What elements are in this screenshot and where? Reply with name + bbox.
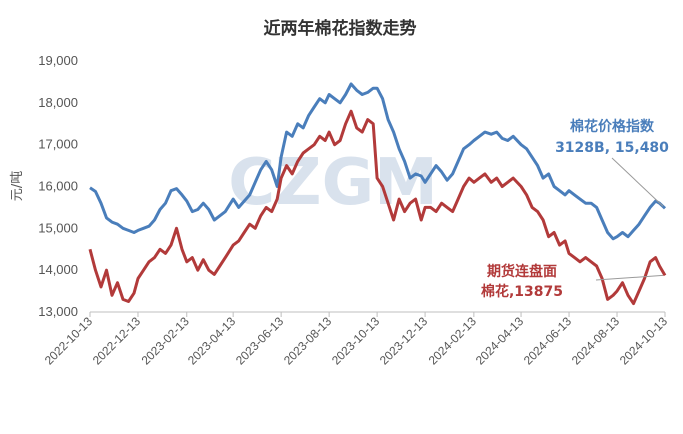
x-tick-label: 2023-10-13 bbox=[329, 314, 383, 368]
x-axis: 2022-10-132022-12-132023-02-132023-04-13… bbox=[42, 312, 671, 368]
y-axis: 13,000 14,000 15,000 16,000 17,000 18,000 19,0… bbox=[38, 53, 78, 319]
x-tick-label: 2024-04-13 bbox=[473, 314, 527, 368]
y-tick-label: 17,000 bbox=[38, 137, 78, 152]
y-tick-label: 19,000 bbox=[38, 53, 78, 68]
series-line-cotton-index bbox=[89, 82, 667, 241]
chart-title: 近两年棉花指数走势 bbox=[264, 18, 417, 39]
annotation-label-index: 3128B, 15,480 bbox=[555, 140, 669, 156]
annotation-label-index: 棉花价格指数 bbox=[570, 118, 655, 135]
x-tick-label: 2023-04-13 bbox=[185, 314, 239, 368]
x-tick-label: 2024-08-13 bbox=[569, 314, 623, 368]
y-tick-label: 15,000 bbox=[38, 220, 78, 235]
x-tick-label: 2023-08-13 bbox=[281, 314, 335, 368]
x-tick-label: 2024-06-13 bbox=[521, 314, 575, 368]
plot-area bbox=[88, 82, 667, 306]
x-tick-label: 2022-10-13 bbox=[42, 314, 96, 368]
x-tick-label: 2024-02-13 bbox=[426, 314, 480, 368]
x-tick-label: 2022-12-13 bbox=[90, 314, 144, 368]
annotation-leader-index bbox=[611, 157, 664, 207]
y-tick-label: 13,000 bbox=[38, 304, 78, 319]
x-tick-label: 2023-06-13 bbox=[233, 314, 287, 368]
x-tick-label: 2024-10-13 bbox=[617, 314, 671, 368]
y-tick-label: 16,000 bbox=[38, 179, 78, 194]
annotation-label-futures: 期货连盘面 bbox=[487, 263, 557, 280]
annotation-leader-futures bbox=[595, 274, 664, 281]
series-line-cotton-futures bbox=[88, 109, 667, 306]
x-tick-label: 2023-02-13 bbox=[139, 314, 193, 368]
y-tick-label: 14,000 bbox=[38, 262, 78, 277]
annotation-label-futures: 棉花,13875 bbox=[481, 283, 563, 300]
y-tick-label: 18,000 bbox=[38, 95, 78, 110]
x-tick-label: 2023-12-13 bbox=[377, 314, 431, 368]
y-axis-label: 元/吨 bbox=[10, 171, 25, 201]
